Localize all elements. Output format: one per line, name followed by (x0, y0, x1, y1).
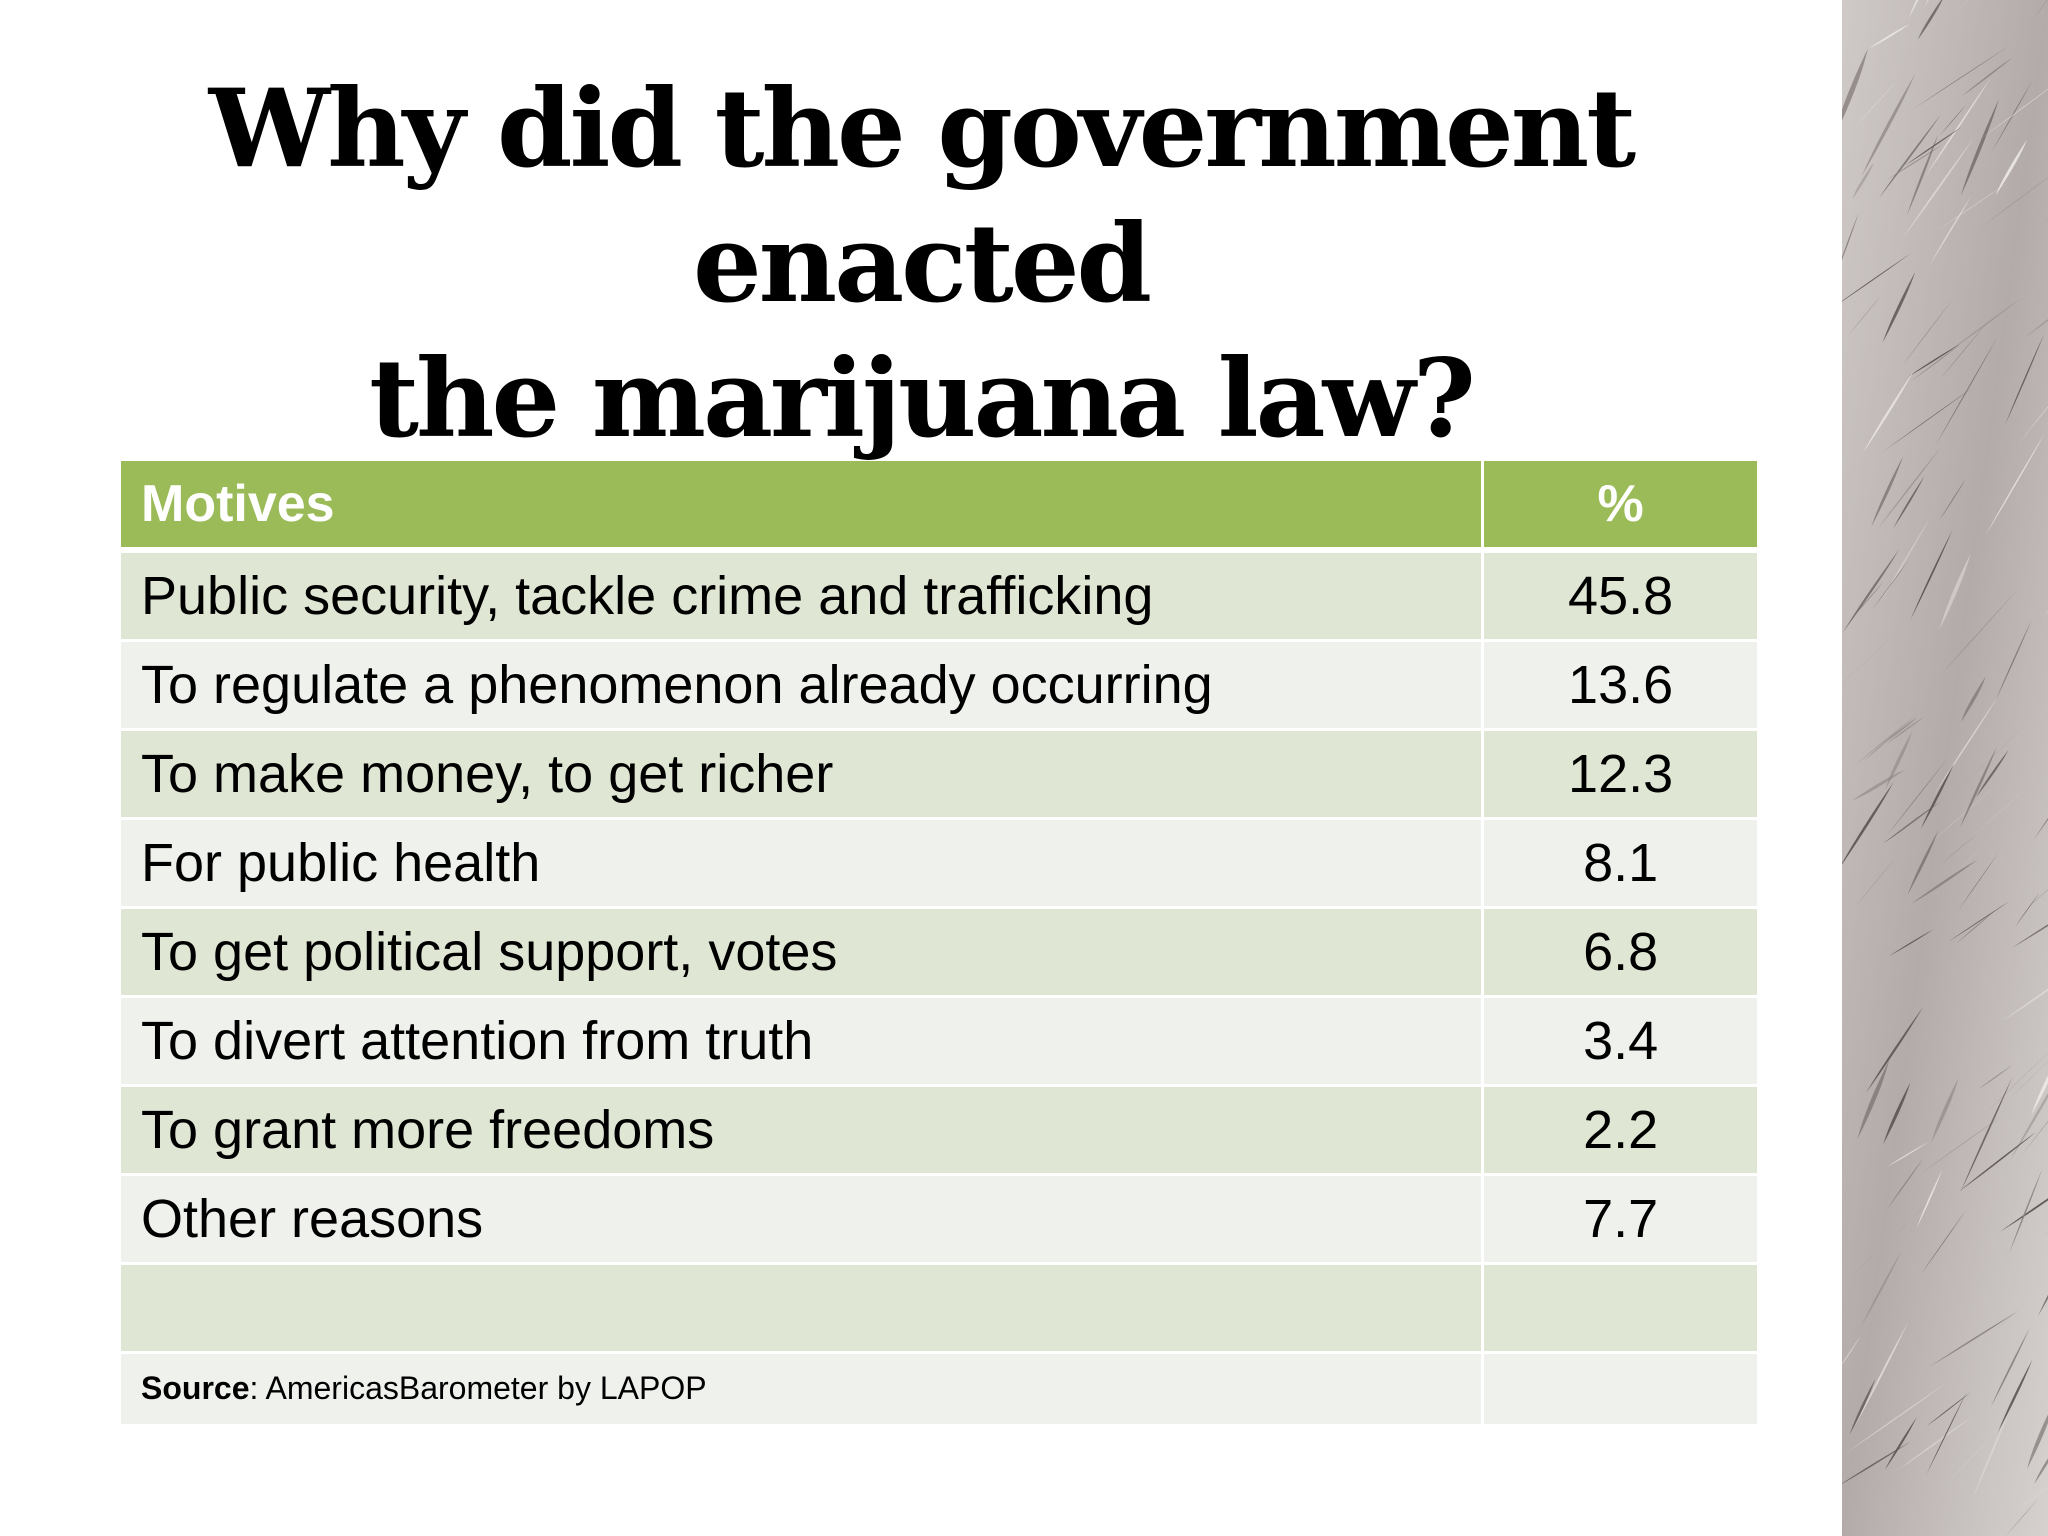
table-row: To get political support, votes 6.8 (121, 907, 1757, 998)
title-line-2: the marijuana law? (369, 336, 1476, 462)
header-percent: % (1482, 461, 1757, 553)
empty-row (121, 1263, 1757, 1354)
table-row: Public security, tackle crime and traffi… (121, 550, 1757, 642)
motive-cell: To get political support, votes (121, 907, 1485, 998)
source-cell: Source: AmericasBarometer by LAPOP (121, 1352, 1485, 1427)
empty-cell (121, 1263, 1485, 1354)
table-row: Other reasons 7.7 (121, 1174, 1757, 1265)
table-row: To regulate a phenomenon already occurri… (121, 640, 1757, 731)
motive-cell: To grant more freedoms (121, 1085, 1485, 1176)
motive-cell: Other reasons (121, 1174, 1485, 1265)
percent-cell: 13.6 (1482, 640, 1757, 731)
motive-cell: To make money, to get richer (121, 729, 1485, 820)
title-line-1: Why did the government enacted (208, 66, 1636, 327)
source-label: Source (141, 1370, 250, 1406)
header-motives: Motives (121, 461, 1485, 553)
percent-cell: 3.4 (1482, 996, 1757, 1087)
motive-cell: Public security, tackle crime and traffi… (121, 550, 1485, 642)
cannabis-leaves-photo-icon (1842, 0, 2048, 1536)
motive-cell: To divert attention from truth (121, 996, 1485, 1087)
leaf-pattern-icon (1842, 0, 2048, 1536)
percent-cell: 7.7 (1482, 1174, 1757, 1265)
table-row: To divert attention from truth 3.4 (121, 996, 1757, 1087)
source-row: Source: AmericasBarometer by LAPOP (121, 1352, 1757, 1427)
motive-cell: To regulate a phenomenon already occurri… (121, 640, 1485, 731)
table-row: To grant more freedoms 2.2 (121, 1085, 1757, 1176)
percent-cell: 8.1 (1482, 818, 1757, 909)
slide-title: Why did the government enacted the marij… (0, 62, 1842, 467)
percent-cell: 2.2 (1482, 1085, 1757, 1176)
motives-table: Motives % Public security, tackle crime … (121, 461, 1757, 1427)
table-row: To make money, to get richer 12.3 (121, 729, 1757, 820)
table-row: For public health 8.1 (121, 818, 1757, 909)
empty-cell (1482, 1263, 1757, 1354)
table-header-row: Motives % (121, 461, 1757, 553)
source-text: : AmericasBarometer by LAPOP (249, 1370, 707, 1406)
percent-cell: 12.3 (1482, 729, 1757, 820)
percent-cell: 6.8 (1482, 907, 1757, 998)
motive-cell: For public health (121, 818, 1485, 909)
percent-cell: 45.8 (1482, 550, 1757, 642)
empty-cell (1482, 1352, 1757, 1427)
